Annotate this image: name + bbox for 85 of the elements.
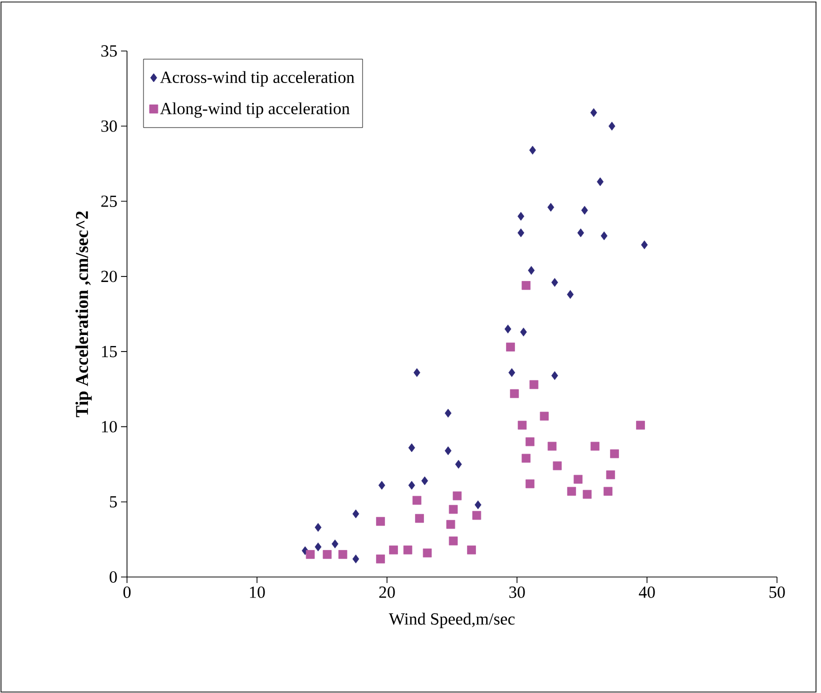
point bbox=[518, 212, 524, 221]
x-tick-label: 20 bbox=[379, 586, 395, 598]
point bbox=[522, 281, 531, 290]
point bbox=[322, 550, 332, 559]
point bbox=[520, 328, 527, 336]
point bbox=[606, 470, 616, 480]
point bbox=[551, 371, 558, 380]
legend-label: Across-wind tip acceleration bbox=[160, 71, 354, 86]
point bbox=[306, 550, 315, 559]
point bbox=[412, 496, 422, 505]
point bbox=[448, 504, 458, 514]
point bbox=[352, 554, 360, 564]
point bbox=[590, 442, 600, 451]
y-tick-label: 25 bbox=[101, 196, 117, 207]
point bbox=[518, 420, 527, 430]
point bbox=[574, 474, 583, 484]
point bbox=[608, 122, 616, 131]
point bbox=[567, 486, 576, 496]
x-tick-label: 0 bbox=[123, 586, 131, 598]
point bbox=[389, 546, 398, 554]
point bbox=[421, 476, 428, 486]
point bbox=[508, 368, 516, 377]
point bbox=[530, 380, 538, 390]
point bbox=[510, 389, 519, 398]
point bbox=[548, 442, 557, 451]
point bbox=[636, 420, 645, 430]
point bbox=[455, 460, 462, 469]
point bbox=[444, 446, 452, 456]
point bbox=[522, 454, 531, 463]
point bbox=[504, 324, 512, 334]
y-tick-label: 15 bbox=[102, 346, 117, 358]
point bbox=[566, 290, 574, 299]
point bbox=[415, 514, 424, 523]
point bbox=[582, 490, 592, 499]
point bbox=[314, 522, 322, 532]
point bbox=[408, 443, 416, 452]
point bbox=[604, 486, 612, 496]
point bbox=[446, 520, 456, 529]
point bbox=[376, 554, 385, 564]
point bbox=[577, 228, 584, 238]
point bbox=[332, 540, 338, 548]
point bbox=[641, 240, 648, 250]
y-tick-label: 20 bbox=[101, 270, 117, 282]
point bbox=[352, 509, 360, 518]
point bbox=[526, 479, 534, 488]
y-tick-label: 35 bbox=[101, 45, 117, 57]
point bbox=[314, 542, 322, 552]
point bbox=[552, 461, 562, 470]
point bbox=[452, 491, 462, 500]
point bbox=[414, 368, 420, 377]
point bbox=[610, 449, 619, 458]
point bbox=[444, 408, 452, 418]
point bbox=[540, 412, 549, 421]
x-axis-title: Wind Speed,m/sec bbox=[388, 612, 515, 628]
point bbox=[376, 516, 385, 526]
point bbox=[467, 546, 476, 554]
point bbox=[472, 510, 482, 520]
x-tick-label: 40 bbox=[638, 586, 655, 598]
y-axis-title: Tip Acceleration ,cm/sec^2 bbox=[75, 211, 92, 418]
point bbox=[518, 228, 524, 238]
point bbox=[526, 437, 534, 446]
x-tick-label: 50 bbox=[770, 586, 785, 598]
point bbox=[596, 177, 604, 186]
point bbox=[600, 231, 608, 240]
point bbox=[581, 206, 588, 215]
point bbox=[529, 146, 536, 155]
point bbox=[408, 480, 416, 490]
point bbox=[378, 480, 386, 490]
point bbox=[338, 550, 348, 559]
x-tick-label: 30 bbox=[509, 586, 525, 598]
point bbox=[403, 546, 412, 554]
point bbox=[448, 536, 458, 546]
y-tick-label: 5 bbox=[110, 496, 117, 508]
x-tick-label: 10 bbox=[250, 586, 265, 598]
point bbox=[474, 500, 482, 510]
legend-label: Along-wind tip acceleration bbox=[160, 102, 350, 118]
point bbox=[422, 548, 432, 558]
y-tick-label: 0 bbox=[110, 571, 117, 583]
point bbox=[528, 266, 535, 275]
point bbox=[506, 342, 515, 352]
point bbox=[551, 278, 558, 287]
point bbox=[547, 202, 554, 212]
point bbox=[590, 108, 598, 118]
y-tick-label: 10 bbox=[102, 420, 117, 432]
y-tick-label: 30 bbox=[101, 120, 117, 132]
